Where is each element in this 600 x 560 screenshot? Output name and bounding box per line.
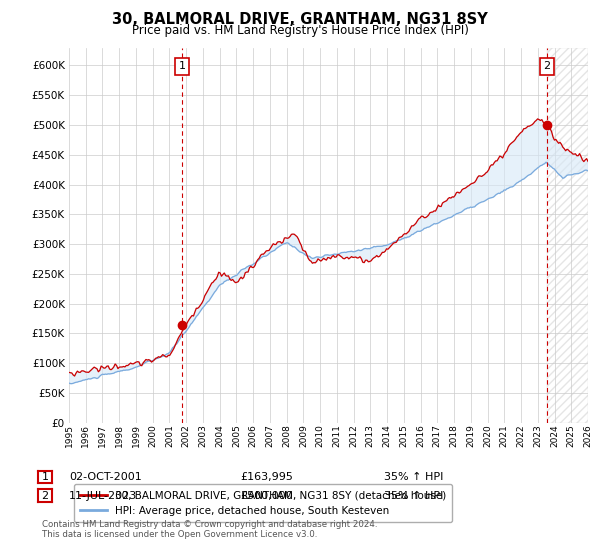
Text: 2: 2 <box>543 62 550 71</box>
Text: Price paid vs. HM Land Registry's House Price Index (HPI): Price paid vs. HM Land Registry's House … <box>131 24 469 36</box>
Legend: 30, BALMORAL DRIVE, GRANTHAM, NG31 8SY (detached house), HPI: Average price, det: 30, BALMORAL DRIVE, GRANTHAM, NG31 8SY (… <box>74 484 452 522</box>
Text: £500,000: £500,000 <box>240 491 293 501</box>
Text: 35% ↑ HPI: 35% ↑ HPI <box>384 472 443 482</box>
Text: 35% ↑ HPI: 35% ↑ HPI <box>384 491 443 501</box>
Text: £163,995: £163,995 <box>240 472 293 482</box>
Text: 11-JUL-2023: 11-JUL-2023 <box>69 491 137 501</box>
Text: 1: 1 <box>179 62 185 71</box>
Text: 02-OCT-2001: 02-OCT-2001 <box>69 472 142 482</box>
Text: 30, BALMORAL DRIVE, GRANTHAM, NG31 8SY: 30, BALMORAL DRIVE, GRANTHAM, NG31 8SY <box>112 12 488 27</box>
Text: Contains HM Land Registry data © Crown copyright and database right 2024.
This d: Contains HM Land Registry data © Crown c… <box>42 520 377 539</box>
Text: 2: 2 <box>41 491 49 501</box>
Text: 1: 1 <box>41 472 49 482</box>
